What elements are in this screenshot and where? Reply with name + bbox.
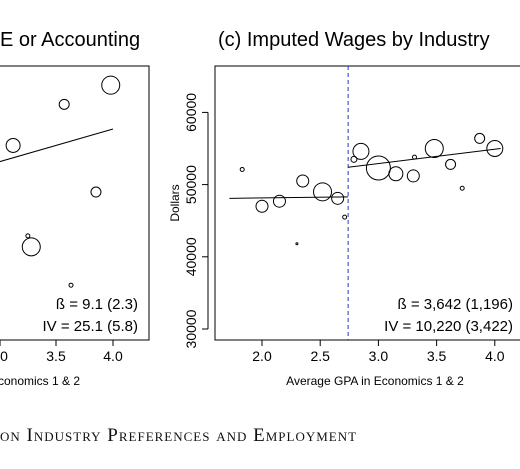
panel-b-data-point: [58, 98, 70, 110]
panel-c-points: [239, 132, 504, 246]
panel-c-x-tick-label: 2.5: [310, 348, 330, 364]
panel-c-data-point: [365, 155, 391, 181]
panel-c-data-point: [255, 199, 269, 213]
panel-c-beta-annotation: ß = 3,642 (1,196): [398, 296, 514, 313]
panel-c-y-tick-label: 30000: [183, 309, 199, 348]
panel-b-data-point: [5, 137, 21, 153]
panel-c-x-tick-label: 3.5: [427, 348, 447, 364]
panel-c-data-point: [474, 132, 486, 144]
panel-c-x-tick-label: 3.0: [369, 348, 389, 364]
figure-caption: on Industry Preferences and Employment: [0, 425, 358, 446]
panel-b-points: [5, 75, 121, 288]
panel-b: E or Accounting 0 3.5 4.0 conomics 1 & 2…: [0, 29, 150, 388]
panel-c-iv-annotation: IV = 10,220 (3,422): [384, 318, 513, 335]
panel-b-fit-line: [0, 128, 114, 163]
panel-b-data-point: [90, 186, 102, 198]
panel-b-x-tick-label: 3.5: [46, 348, 66, 364]
panel-c-x-axis-label: Average GPA in Economics 1 & 2: [286, 374, 464, 388]
panel-c-y-tick-label: 40000: [183, 237, 199, 276]
panel-c-title: (c) Imputed Wages by Industry: [218, 29, 490, 51]
panel-c-data-point: [388, 166, 404, 182]
panel-c-data-point: [239, 166, 245, 172]
panel-c-y-axis-label: Dollars: [168, 184, 182, 221]
panel-c-data-point: [406, 169, 420, 183]
panel-c-data-point: [350, 155, 358, 163]
panel-b-x-axis-label: conomics 1 & 2: [0, 374, 80, 388]
panel-c-data-point: [342, 214, 348, 220]
panel-c-fit-line-right: [348, 148, 501, 168]
panel-c-data-point: [295, 242, 299, 246]
panel-c-data-point: [459, 185, 465, 191]
panel-c-y-tick-label: 50000: [183, 165, 199, 204]
panel-b-data-point: [21, 237, 41, 257]
panel-b-data-point: [25, 233, 31, 239]
panel-c-x-tick-label: 4.0: [485, 348, 505, 364]
panel-c-data-point: [445, 158, 457, 170]
panel-c-data-point: [272, 194, 286, 208]
panel-b-data-point: [68, 282, 74, 288]
panel-c-axes: 30000 40000 50000 60000 2.0 2.5 3.0 3.5 4.0: [183, 93, 505, 364]
panel-c-data-point: [331, 191, 345, 205]
panel-c-data-point: [424, 139, 444, 158]
panel-c-y-tick-label: 60000: [183, 93, 199, 132]
panel-c-fit-line-left: [229, 196, 349, 199]
panel-c-data-point: [352, 142, 370, 160]
panel-b-beta-annotation: ß = 9.1 (2.3): [56, 296, 138, 313]
panel-c: (c) Imputed Wages by Industry 30000 40000…: [168, 29, 520, 388]
panel-b-iv-annotation: IV = 25.1 (5.8): [43, 318, 138, 335]
panel-b-x-tick-label: 0: [0, 348, 8, 364]
panel-c-data-point: [486, 140, 504, 157]
panel-b-x-tick-label: 4.0: [103, 348, 123, 364]
panel-b-data-point: [101, 75, 121, 95]
panel-c-data-point: [296, 174, 310, 188]
panel-b-title: E or Accounting: [0, 29, 140, 51]
panel-c-x-tick-label: 2.0: [252, 348, 272, 364]
panel-c-data-point: [313, 182, 333, 202]
panel-c-data-point: [411, 154, 417, 160]
